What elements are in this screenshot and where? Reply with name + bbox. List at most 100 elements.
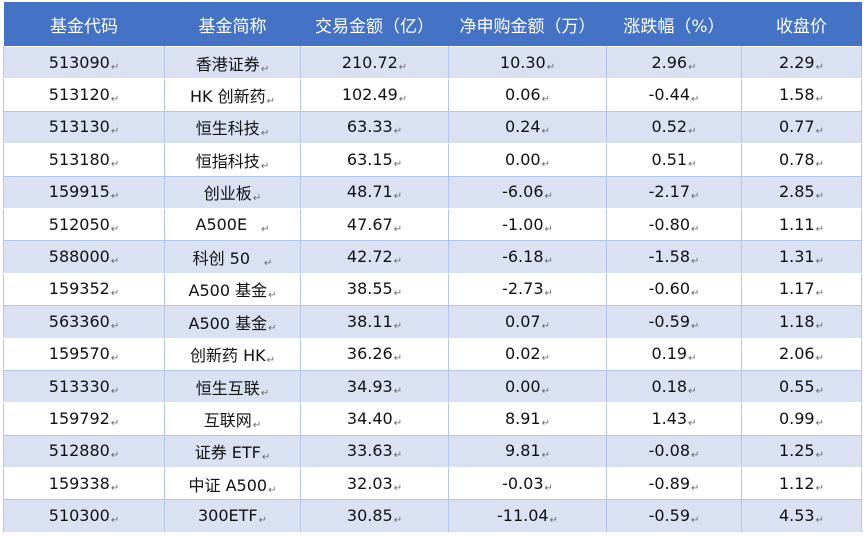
cell-net-subscription-text: -6.18 [502, 247, 544, 267]
cell-close-price: 4.53↵ [741, 499, 862, 533]
cell-close-price-text: 0.78 [778, 149, 815, 169]
cell-fund-name-text: 恒生科技 [195, 119, 260, 139]
paragraph-mark-icon: ↵ [393, 223, 403, 235]
cell-close-price-text: 2.29 [778, 52, 815, 72]
cell-change-pct: -2.17↵ [606, 175, 742, 209]
cell-close-price-text: 0.55 [778, 376, 815, 396]
cell-fund-name: 香港证券↵ [164, 45, 301, 80]
cell-trade-amount: 63.15↵ [300, 143, 449, 177]
cell-change-pct: 1.43↵ [606, 402, 742, 436]
paragraph-mark-icon: ↵ [815, 320, 824, 332]
paragraph-mark-icon: ↵ [110, 126, 120, 138]
paragraph-mark-icon: ↵ [393, 191, 403, 203]
paragraph-mark-icon: ↵ [688, 417, 697, 429]
cell-fund-code-text: 159352 [48, 279, 110, 299]
cell-fund-name-text: 互联网 [203, 410, 252, 430]
cell-close-price-text: 1.12 [778, 473, 815, 493]
cell-fund-name: A500 基金↵ [164, 305, 301, 339]
cell-fund-name-text: 中证 A500 [188, 475, 268, 495]
paragraph-mark-icon: ↵ [393, 320, 403, 332]
cell-trade-amount-text: 42.72 [346, 247, 393, 267]
table-row: 159338↵ 中证 A500↵ 32.03↵ -0.03↵ -0.89↵ 1.12↵ [3, 467, 862, 501]
paragraph-mark-icon: ↵ [541, 353, 550, 365]
cell-close-price: 1.18↵ [741, 305, 862, 339]
table-row: 512050↵ A500E ↵ 47.67↵ -1.00↵ -0.80↵ 1.11↵ [3, 207, 862, 242]
paragraph-mark-icon: ↵ [691, 288, 700, 300]
cell-change-pct-text: -0.44 [648, 85, 690, 105]
header-net-subscription: 净申购金额（万） [448, 2, 607, 47]
cell-fund-code-text: 512880 [48, 441, 110, 461]
paragraph-mark-icon: ↵ [260, 387, 270, 399]
paragraph-mark-icon: ↵ [393, 417, 403, 429]
cell-fund-code-text: 588000 [48, 247, 110, 267]
paragraph-mark-icon: ↵ [546, 61, 556, 73]
cell-fund-name-text: A500 基金 [188, 313, 268, 333]
paragraph-mark-icon: ↵ [549, 515, 558, 527]
paragraph-mark-icon: ↵ [393, 158, 403, 170]
cell-trade-amount-text: 30.85 [346, 506, 393, 526]
cell-change-pct-text: -0.59 [648, 311, 690, 331]
paragraph-mark-icon: ↵ [252, 419, 262, 431]
cell-change-pct-text: -1.58 [648, 247, 690, 267]
cell-net-subscription-text: -2.73 [502, 279, 544, 299]
cell-fund-code-text: 159570 [48, 344, 110, 364]
paragraph-mark-icon: ↵ [815, 450, 824, 462]
paragraph-mark-icon: ↵ [815, 61, 824, 73]
cell-change-pct: -0.59↵ [606, 499, 742, 533]
paragraph-mark-icon: ↵ [261, 223, 270, 235]
table-row: 513120↵ HK 创新药↵ 102.49↵ 0.06↵ -0.44↵ 1.58↵ [3, 78, 862, 112]
paragraph-mark-icon: ↵ [691, 256, 700, 268]
paragraph-mark-icon: ↵ [110, 61, 120, 73]
table-row: 159570↵ 创新药 HK↵ 36.26↵ 0.02↵ 0.19↵ 2.06↵ [3, 337, 862, 371]
cell-fund-code: 512050↵ [3, 207, 165, 242]
table-row: 513130↵ 恒生科技↵ 63.33↵ 0.24↵ 0.52↵ 0.77↵ [3, 110, 862, 145]
paragraph-mark-icon: ↵ [398, 94, 408, 106]
cell-fund-code: 513180↵ [3, 143, 165, 177]
cell-fund-name: 恒指科技↵ [164, 143, 301, 177]
paragraph-mark-icon: ↵ [691, 191, 700, 203]
paragraph-mark-icon: ↵ [815, 353, 824, 365]
paragraph-mark-icon: ↵ [260, 63, 270, 75]
cell-trade-amount: 210.72↵ [300, 45, 449, 80]
cell-close-price: 0.55↵ [741, 369, 862, 404]
cell-close-price: 1.31↵ [741, 240, 862, 274]
cell-fund-name: 恒生科技↵ [164, 110, 301, 145]
cell-fund-code: 159352↵ [3, 272, 165, 307]
table-row: 588000↵ 科创 50 ↵ 42.72↵ -6.18↵ -1.58↵ 1.31↵ [3, 240, 862, 274]
cell-net-subscription-text: 0.00 [504, 376, 541, 396]
cell-fund-name: 恒生互联↵ [164, 369, 301, 404]
cell-fund-code: 159570↵ [3, 337, 165, 371]
cell-fund-name: HK 创新药↵ [164, 78, 301, 112]
cell-change-pct: -0.60↵ [606, 272, 742, 307]
cell-fund-name: 证券 ETF↵ [164, 434, 301, 469]
paragraph-mark-icon: ↵ [815, 417, 824, 429]
paragraph-mark-icon: ↵ [260, 160, 270, 172]
cell-close-price-text: 1.18 [778, 311, 815, 331]
cell-change-pct-text: -0.80 [648, 214, 690, 234]
paragraph-mark-icon: ↵ [815, 385, 824, 397]
cell-close-price: 1.17↵ [741, 272, 862, 307]
paragraph-mark-icon: ↵ [110, 385, 120, 397]
cell-fund-name: 科创 50 ↵ [164, 240, 301, 274]
cell-net-subscription: -6.06↵ [448, 175, 607, 209]
cell-change-pct-text: 1.43 [651, 408, 688, 428]
paragraph-mark-icon: ↵ [541, 450, 550, 462]
paragraph-mark-icon: ↵ [110, 191, 120, 203]
cell-fund-code-text: 513120 [48, 85, 110, 105]
cell-close-price: 0.99↵ [741, 402, 862, 436]
paragraph-mark-icon: ↵ [815, 94, 824, 106]
cell-fund-name: 创业板↵ [164, 175, 301, 209]
paragraph-mark-icon: ↵ [268, 322, 277, 334]
cell-close-price: 1.58↵ [741, 78, 862, 112]
cell-trade-amount: 34.40↵ [300, 402, 449, 436]
cell-trade-amount: 32.03↵ [300, 467, 449, 501]
cell-fund-code: 512880↵ [3, 434, 165, 469]
cell-net-subscription-text: 0.06 [504, 85, 541, 105]
paragraph-mark-icon: ↵ [110, 320, 120, 332]
cell-close-price: 1.25↵ [741, 434, 862, 469]
cell-trade-amount: 38.55↵ [300, 272, 449, 307]
cell-net-subscription-text: 0.00 [504, 149, 541, 169]
paragraph-mark-icon: ↵ [541, 158, 550, 170]
cell-trade-amount: 42.72↵ [300, 240, 449, 274]
table-row: 513330↵ 恒生互联↵ 34.93↵ 0.00↵ 0.18↵ 0.55↵ [3, 369, 862, 404]
